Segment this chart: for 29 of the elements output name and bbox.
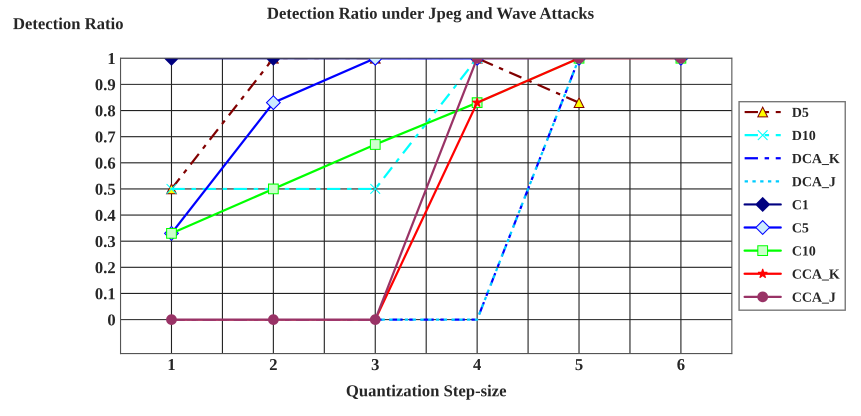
legend-label: DCA_J [792, 177, 836, 188]
x-tick-label: 2 [270, 358, 277, 370]
x-tick-label: 3 [372, 358, 379, 370]
y-tick-label: 0.1 [95, 288, 115, 300]
y-tick-label: 0.3 [95, 236, 116, 248]
y-tick-label: 0.5 [95, 184, 116, 195]
y-tick-label: 1 [108, 53, 115, 64]
legend-label: C10 [792, 246, 816, 256]
y-tick-label: 0.4 [95, 210, 116, 222]
legend-label: DCA_K [792, 154, 840, 166]
x-tick-label: 6 [677, 358, 685, 370]
legend-label: CCA_J [792, 292, 836, 304]
x-axis-title: Quantization Step-size [346, 384, 506, 400]
legend-label: D10 [792, 130, 816, 140]
y-tick-label: 0.2 [95, 262, 115, 274]
legend-label: D5 [792, 108, 808, 118]
y-tick-label: 0.8 [95, 105, 116, 117]
y-tick-label: 0 [108, 314, 116, 326]
legend-label: C5 [792, 223, 808, 233]
x-tick-label: 1 [168, 359, 175, 370]
legend-label: C1 [792, 200, 808, 210]
y-tick-label: 0.7 [95, 131, 116, 143]
x-tick-label: 5 [576, 359, 583, 370]
y-tick-label: 0.9 [95, 79, 116, 90]
x-tick-label: 4 [473, 359, 481, 370]
y-axis-title: Detection Ratio [13, 18, 123, 30]
chart-title: Detection Ratio under Jpeg and Wave Attacks [267, 7, 594, 22]
legend-label: CCA_K [792, 269, 840, 281]
y-tick-label: 0.6 [95, 157, 116, 169]
